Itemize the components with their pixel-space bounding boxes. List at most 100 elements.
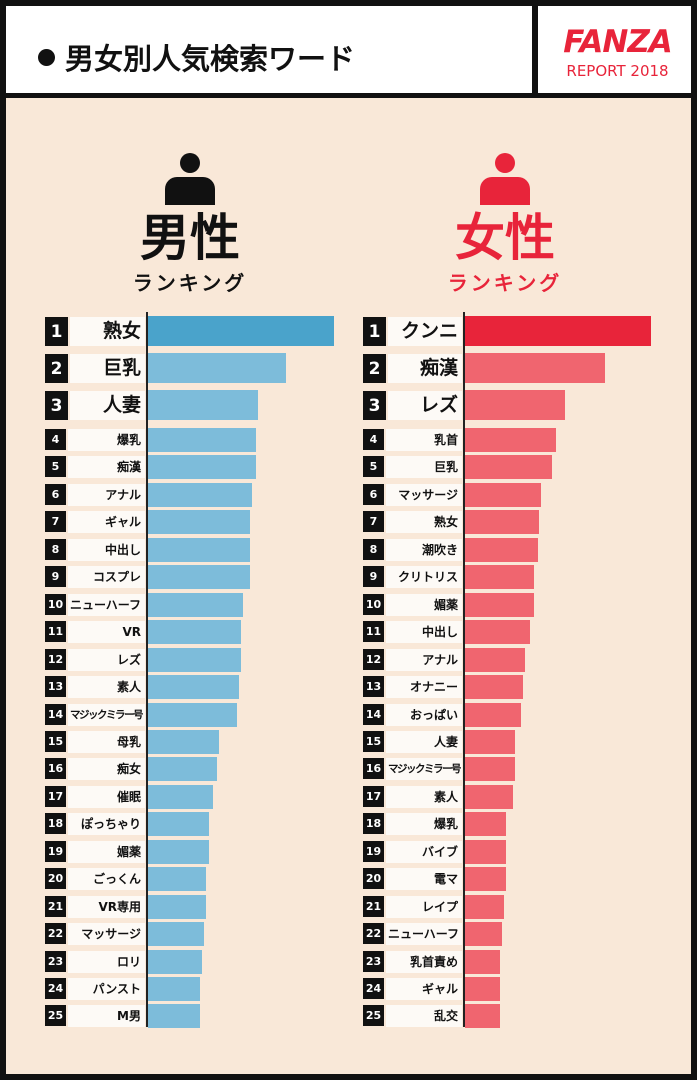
ranking-row: 13 素人	[45, 674, 365, 700]
bar	[465, 455, 553, 480]
bar	[465, 390, 566, 420]
bar	[465, 949, 501, 974]
keyword-label: アナル	[68, 483, 145, 506]
keyword-label: 人妻	[70, 391, 145, 420]
bar	[465, 428, 557, 452]
title-text: 男女別人気検索ワード	[65, 42, 356, 76]
ranking-row: 22 マッサージ	[45, 921, 365, 947]
ranking-row: 23 乳首責め	[363, 949, 683, 975]
ranking-row: 14 おっぱい	[363, 702, 683, 728]
rank-badge: 25	[45, 1005, 66, 1027]
bar	[465, 510, 540, 535]
ranking-row: 4 乳首	[363, 427, 683, 453]
ranking-row: 5 巨乳	[363, 454, 683, 480]
rank-badge: 8	[45, 538, 66, 560]
ranking-row: 2 痴漢	[363, 353, 683, 383]
rank-badge: 15	[363, 730, 384, 752]
rank-badge: 22	[363, 923, 384, 945]
bar	[465, 675, 523, 700]
ranking-row: 25 M男	[45, 1003, 365, 1029]
fanza-logo: FANZA	[563, 24, 673, 60]
keyword-label: 熟女	[386, 511, 462, 534]
rank-badge: 10	[363, 593, 384, 615]
bar	[148, 455, 256, 480]
keyword-label: 巨乳	[386, 456, 462, 479]
rank-badge: 23	[363, 950, 384, 972]
ranking-row: 8 中出し	[45, 537, 365, 563]
bar	[465, 316, 651, 346]
keyword-label: 母乳	[68, 730, 145, 753]
rank-badge: 3	[45, 391, 68, 420]
bar	[148, 867, 206, 892]
ranking-row: 15 母乳	[45, 729, 365, 755]
bar	[148, 565, 251, 590]
bar	[465, 1004, 501, 1029]
rank-badge: 8	[363, 538, 384, 560]
keyword-label: M男	[68, 1005, 145, 1028]
ranking-row: 14 マジックミラー号	[45, 702, 365, 728]
ranking-row: 9 クリトリス	[363, 564, 683, 590]
male-heading: 男性 ランキング	[110, 153, 270, 296]
bar	[465, 977, 501, 1001]
keyword-label: オナニー	[386, 676, 462, 699]
bar	[465, 867, 506, 892]
rank-badge: 14	[363, 703, 384, 725]
rank-badge: 15	[45, 730, 66, 752]
bar	[148, 757, 217, 782]
bar	[465, 812, 506, 837]
bar	[465, 894, 505, 919]
keyword-label: 電マ	[386, 868, 462, 891]
rank-badge: 6	[45, 483, 66, 505]
ranking-row: 17 素人	[363, 784, 683, 810]
keyword-label: ごっくん	[68, 868, 145, 891]
keyword-label: ニューハーフ	[386, 923, 462, 946]
keyword-label: ギャル	[68, 511, 145, 534]
bar	[148, 1004, 201, 1029]
keyword-label: 人妻	[386, 730, 462, 753]
ranking-row: 18 ぽっちゃり	[45, 811, 365, 837]
rank-badge: 5	[363, 456, 384, 478]
bar	[148, 839, 210, 864]
keyword-label: マジックミラー号	[68, 703, 145, 726]
keyword-label: 媚薬	[386, 593, 462, 616]
bar	[465, 922, 503, 947]
rank-badge: 9	[45, 566, 66, 588]
ranking-row: 21 VR専用	[45, 894, 365, 920]
bar	[465, 702, 521, 727]
rank-badge: 6	[363, 483, 384, 505]
rank-badge: 13	[45, 676, 66, 698]
bar	[148, 537, 251, 562]
rank-badge: 21	[363, 895, 384, 917]
rank-badge: 2	[363, 354, 386, 383]
ranking-row: 17 催眠	[45, 784, 365, 810]
ranking-row: 10 ニューハーフ	[45, 592, 365, 618]
keyword-label: 中出し	[386, 621, 462, 644]
ranking-row: 13 オナニー	[363, 674, 683, 700]
bar	[148, 390, 258, 420]
rank-badge: 1	[363, 317, 386, 346]
rank-badge: 21	[45, 895, 66, 917]
bar	[465, 482, 542, 507]
keyword-label: 乱交	[386, 1005, 462, 1028]
bar	[465, 620, 531, 645]
ranking-row: 11 VR	[45, 619, 365, 645]
rank-badge: 20	[45, 868, 66, 890]
bar	[148, 812, 210, 837]
rank-badge: 17	[363, 785, 384, 807]
bar	[465, 784, 514, 809]
keyword-label: レイプ	[386, 895, 462, 918]
keyword-label: 素人	[386, 785, 462, 808]
rank-badge: 12	[363, 648, 384, 670]
male-axis-line	[146, 312, 148, 1027]
bar	[465, 565, 534, 590]
keyword-label: 素人	[68, 676, 145, 699]
header: 男女別人気検索ワード FANZA REPORT 2018	[0, 0, 697, 98]
ranking-row: 1 クンニ	[363, 316, 683, 346]
ranking-row: 22 ニューハーフ	[363, 921, 683, 947]
rank-badge: 13	[363, 676, 384, 698]
bar	[148, 949, 202, 974]
male-person-icon	[165, 153, 215, 205]
keyword-label: 中出し	[68, 538, 145, 561]
rank-badge: 2	[45, 354, 68, 383]
page-title: 男女別人気検索ワード	[38, 36, 355, 78]
